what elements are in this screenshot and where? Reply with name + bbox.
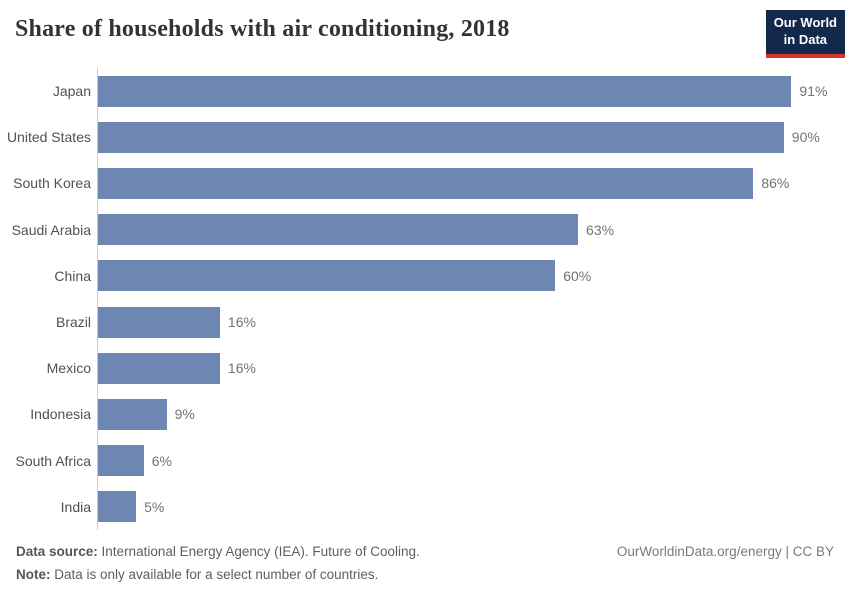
bar-area: 60% — [97, 252, 850, 299]
chart-row: South Africa 6% — [0, 437, 850, 484]
bar[interactable] — [98, 491, 137, 523]
value-label: 91% — [799, 83, 828, 100]
data-source-label: Data source: — [16, 544, 98, 559]
bar-area: 6% — [97, 437, 850, 484]
category-label: United States — [6, 129, 91, 146]
category-label: South Africa — [15, 452, 92, 469]
bar[interactable] — [98, 121, 784, 153]
logo-line-2: in Data — [783, 31, 828, 47]
bar-area: 16% — [97, 298, 850, 346]
category-label: China — [54, 267, 91, 284]
value-label: 16% — [227, 314, 256, 331]
bar[interactable] — [98, 352, 220, 384]
chart-row: United States 90% — [0, 114, 850, 161]
category-label: Indonesia — [30, 406, 91, 423]
footer: Data source: International Energy Agency… — [16, 541, 834, 587]
chart-note: Note: Data is only available for a selec… — [16, 564, 834, 587]
bar-area: 91% — [97, 68, 850, 115]
bar[interactable] — [98, 445, 144, 477]
header: Share of households with air conditionin… — [0, 0, 850, 43]
chart-row: Saudi Arabia 63% — [0, 206, 850, 253]
data-source-text: International Energy Agency (IEA). Futur… — [101, 544, 420, 559]
category-label: South Korea — [13, 175, 91, 192]
value-label: 86% — [761, 175, 790, 192]
chart-row: South Korea 86% — [0, 160, 850, 207]
category-label: Japan — [52, 83, 91, 100]
chart-row: Brazil 16% — [0, 298, 850, 346]
logo-line-1: Our World — [773, 15, 837, 30]
bar[interactable] — [98, 75, 792, 107]
chart-row: Mexico 16% — [0, 345, 850, 392]
category-label: Mexico — [46, 360, 91, 377]
bar[interactable] — [98, 260, 556, 292]
value-label: 5% — [144, 498, 165, 515]
chart-row: Japan 91% — [0, 68, 850, 115]
bar-chart: Japan 91% United States 90% South Korea 86% Sa… — [0, 68, 850, 530]
bar[interactable] — [98, 398, 167, 430]
value-label: 60% — [563, 267, 592, 284]
bar[interactable] — [98, 167, 754, 199]
bar[interactable] — [98, 214, 579, 246]
category-label: Saudi Arabia — [11, 221, 91, 238]
note-label: Note: — [16, 566, 51, 582]
bar-area: 16% — [97, 345, 850, 392]
value-label: 63% — [586, 221, 615, 238]
bar-area: 90% — [97, 114, 850, 161]
chart-title: Share of households with air conditionin… — [15, 16, 510, 42]
bar-area: 63% — [97, 206, 850, 253]
value-label: 6% — [151, 452, 172, 469]
value-label: 16% — [227, 360, 256, 377]
category-label: Brazil — [55, 314, 91, 331]
chart-row: China 60% — [0, 252, 850, 299]
bar-area: 5% — [97, 483, 850, 530]
category-label: India — [60, 498, 91, 515]
value-label: 9% — [174, 406, 195, 423]
license-credit-link[interactable]: OurWorldinData.org/energy | CC BY — [616, 544, 834, 559]
bar-area: 9% — [97, 391, 850, 438]
bar[interactable] — [98, 306, 220, 338]
our-world-in-data-logo[interactable]: Our World in Data — [765, 10, 845, 58]
bar-area: 86% — [97, 160, 850, 207]
value-label: 90% — [791, 129, 820, 146]
note-text: Data is only available for a select numb… — [54, 566, 379, 582]
chart-row: India 5% — [0, 483, 850, 530]
chart-row: Indonesia 9% — [0, 391, 850, 438]
data-source-note: Data source: International Energy Agency… — [16, 541, 420, 564]
